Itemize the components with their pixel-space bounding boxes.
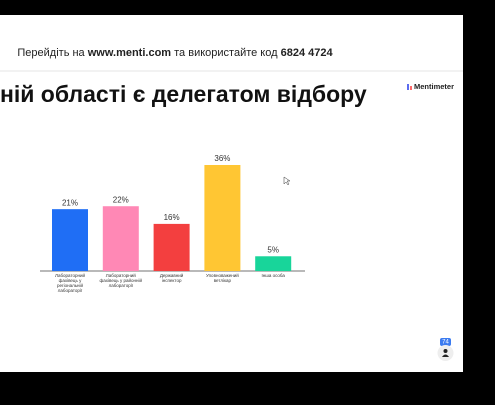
value-label: 16% [164,213,180,222]
x-tick-label-box: Уповноважений ветлікар [205,273,239,283]
logo: Mentimeter [414,82,454,91]
bar [102,206,139,271]
banner-code: 6824 4724 [281,47,334,59]
bar [153,223,190,271]
banner-prefix: Перейдіть на [17,47,85,59]
bar [52,209,88,271]
logo-icon [407,84,409,90]
participants-count: 74 [442,340,449,346]
x-tick-label: Державний інспектор [159,273,184,283]
x-tick-label: Уповноважений ветлікар [205,273,239,283]
x-tick-label: Інша особа [261,273,285,278]
value-label: 21% [62,198,78,207]
x-tick-label-box: Лабораторний фахівець у районній лаборат… [99,273,143,288]
x-tick-label-box: Державний інспектор [159,273,184,283]
bar [255,256,292,271]
banner: Перейдіть на www.menti.com та використай… [17,47,333,59]
logo-icon [410,86,412,90]
x-tick-label: Лабораторний фахівець у районній лаборат… [99,273,143,288]
chart-title: ній області є делегатом відбору [0,81,367,107]
banner-middle: та використайте код [174,47,278,59]
value-label: 22% [113,195,129,204]
bar [204,165,241,271]
x-tick-label: Лабораторний фахівець у регіональній лаб… [55,273,85,293]
x-tick-label-box: Лабораторний фахівець у регіональній лаб… [55,273,85,293]
participants-badge [440,338,451,346]
person-icon [443,349,448,353]
value-label: 36% [214,154,230,163]
value-label: 5% [267,245,279,254]
cursor [283,176,291,186]
person-icon [442,354,449,357]
x-tick-label-box: Інша особа [261,273,285,278]
banner-url: www.menti.com [87,47,172,59]
